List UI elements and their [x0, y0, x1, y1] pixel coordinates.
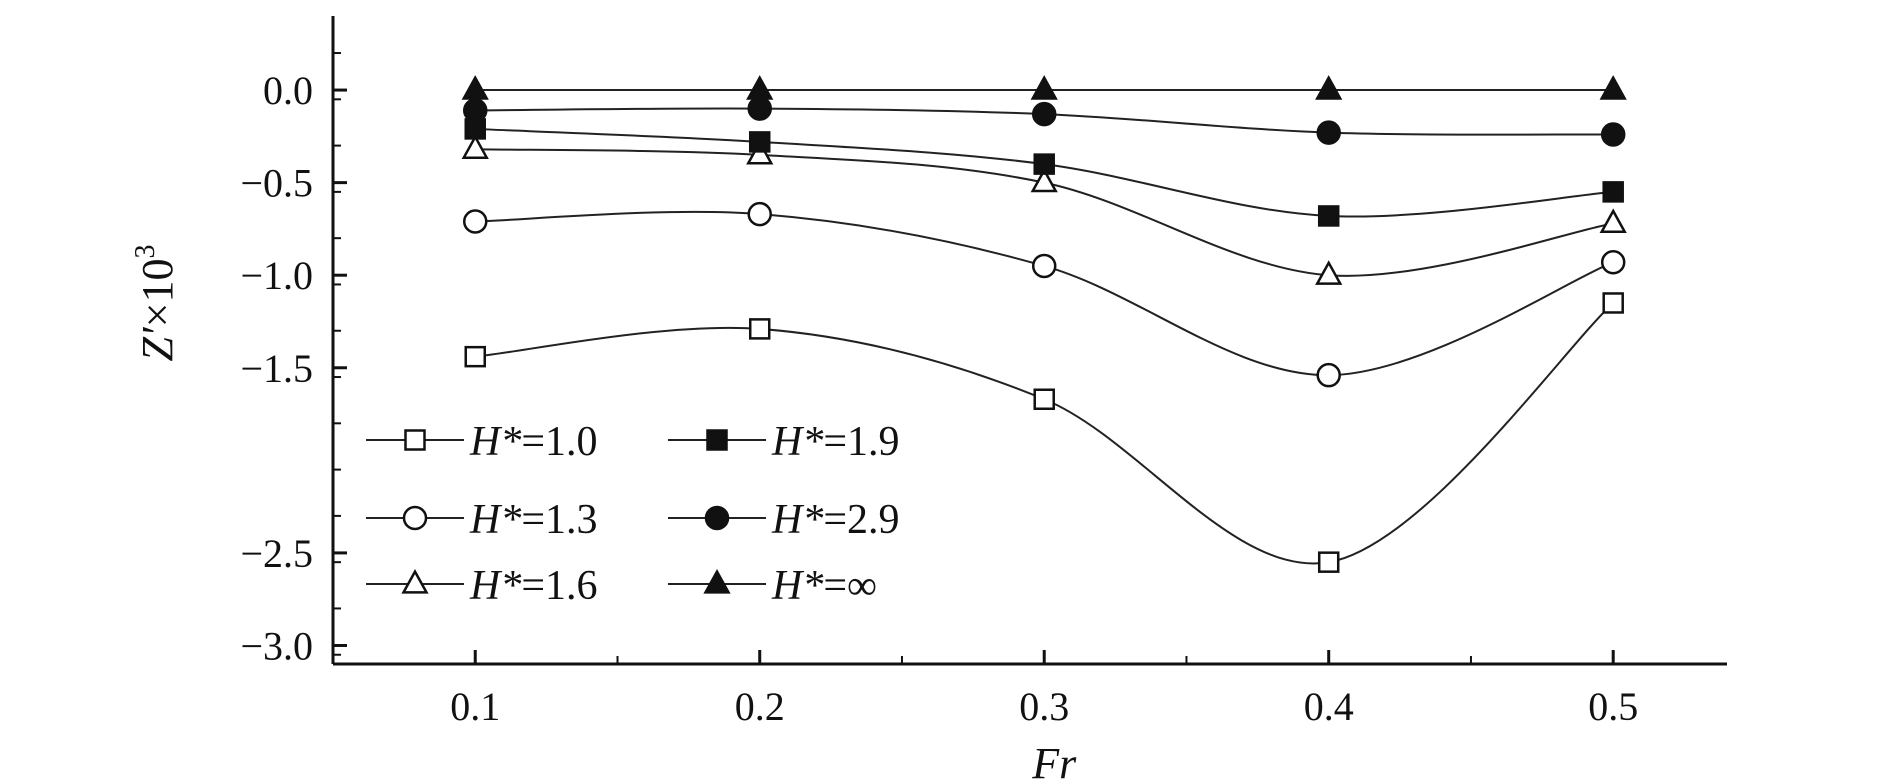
legend-label: H*=2.9 [771, 497, 900, 543]
data-point [462, 209, 488, 234]
legend-item: H*=2.9 [668, 497, 900, 543]
legend-marker [706, 429, 728, 451]
legend-marker [404, 429, 426, 451]
data-point [1317, 551, 1340, 573]
series-line [475, 302, 1614, 565]
data-point [1602, 292, 1624, 314]
series-5 [462, 96, 1626, 147]
series-6 [461, 75, 1627, 100]
y-axis-title-text: Z′×103 [130, 245, 182, 362]
data-point [747, 201, 772, 227]
legend-label: H*=1.9 [771, 419, 900, 465]
axes: 0.0 −0.5 −1.0 −1.5 −2.5 −3.0 0.1 0.2 0.3 0.4 0.5 [240, 16, 1727, 729]
legend-label: H*=1.0 [469, 419, 598, 465]
legend-marker [703, 569, 731, 594]
legend-item: H*=1.3 [366, 497, 598, 543]
series-group [461, 75, 1627, 573]
y-tick-label: 0.0 [263, 68, 313, 113]
legend: H*=1.0 H*=1.9 H*=1.3 H*=2.9 H*=1.6 H*=∞ [366, 419, 900, 609]
data-point [748, 318, 771, 340]
data-point [1315, 260, 1343, 285]
x-axis-title: Fr [1031, 739, 1077, 783]
series-1 [464, 292, 1624, 573]
series-line [475, 210, 1614, 377]
x-tick-label: 0.5 [1588, 684, 1638, 729]
legend-item: H*=∞ [668, 563, 877, 609]
data-point [748, 131, 771, 153]
data-point [1031, 253, 1057, 279]
data-point [1031, 101, 1057, 127]
data-point [461, 75, 489, 100]
legend-marker [401, 569, 429, 594]
legend-marker [704, 505, 730, 531]
y-tick-label: −3.0 [240, 623, 313, 668]
x-tick-label: 0.3 [1019, 684, 1069, 729]
y-tick-label: −2.5 [240, 531, 313, 576]
y-tick-label: −1.5 [240, 346, 313, 391]
series-4 [464, 118, 1624, 227]
data-point [747, 96, 772, 121]
data-point [464, 345, 486, 368]
data-point [1033, 153, 1055, 175]
data-point [1033, 388, 1055, 410]
data-point [1602, 181, 1624, 203]
data-point [1317, 205, 1340, 227]
data-point [1599, 208, 1627, 234]
legend-label: H*=∞ [771, 563, 877, 609]
data-point [1316, 362, 1341, 388]
legend-marker [402, 505, 428, 531]
legend-item: H*=1.0 [366, 419, 598, 465]
x-tick-label: 0.2 [735, 684, 785, 729]
legend-item: H*=1.9 [668, 419, 900, 465]
data-point [1600, 249, 1626, 275]
y-tick-label: −0.5 [240, 161, 313, 206]
y-axis-title: Z′×103 [130, 245, 182, 362]
x-tick-label: 0.4 [1304, 684, 1354, 729]
data-point [1315, 75, 1343, 100]
data-point [1599, 75, 1627, 100]
data-point [462, 98, 488, 123]
data-point [461, 134, 489, 159]
data-point [746, 75, 774, 100]
x-tick-label: 0.1 [450, 684, 500, 729]
y-tick-label: −1.0 [240, 253, 313, 298]
legend-item: H*=1.6 [366, 563, 598, 609]
data-point [1600, 122, 1626, 147]
data-point [1316, 120, 1341, 145]
legend-label: H*=1.6 [469, 563, 598, 609]
legend-label: H*=1.3 [469, 497, 598, 543]
data-point [1030, 75, 1058, 100]
series-2 [462, 201, 1626, 388]
data-point [746, 139, 774, 165]
series-3 [461, 134, 1627, 285]
data-point [1030, 167, 1058, 193]
